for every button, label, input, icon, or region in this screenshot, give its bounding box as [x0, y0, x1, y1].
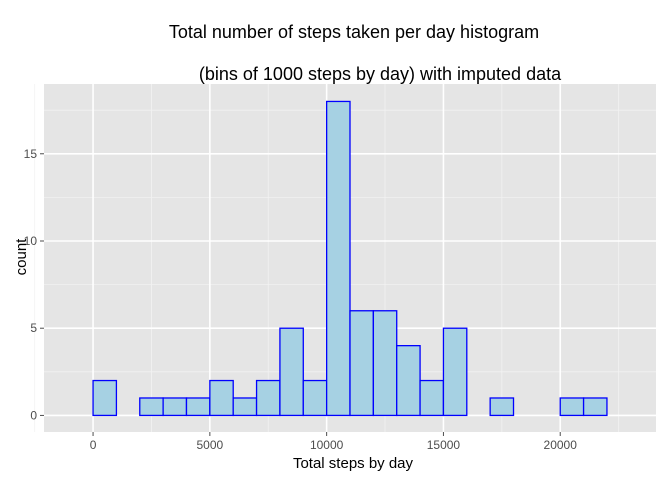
y-axis-ticks: 0 5 10 15 — [24, 147, 44, 422]
y-tick-label: 15 — [24, 147, 38, 161]
histogram-bar — [442, 327, 468, 417]
histogram-bar — [349, 310, 375, 417]
histogram-bar — [302, 379, 328, 417]
histogram-bar — [372, 310, 398, 417]
x-axis-ticks: 0 5000 10000 15000 20000 — [90, 432, 578, 452]
histogram-bar — [325, 100, 351, 417]
x-axis-title: Total steps by day — [293, 455, 414, 472]
x-tick-label: 5000 — [196, 438, 223, 452]
x-tick-label: 15000 — [427, 438, 461, 452]
y-tick-label: 5 — [30, 321, 37, 335]
chart-title-line-1: Total number of steps taken per day hist… — [169, 22, 539, 42]
y-tick-label: 0 — [30, 408, 37, 422]
histogram-bar — [139, 397, 164, 417]
histogram-bar — [419, 379, 445, 417]
chart-title-line-2: (bins of 1000 steps by day) with imputed… — [199, 64, 562, 84]
histogram-bar — [232, 397, 258, 417]
histogram-bar — [255, 379, 281, 417]
y-tick-label: 10 — [24, 234, 38, 248]
histogram-bar — [185, 397, 211, 417]
histogram-bar — [92, 379, 118, 417]
histogram-bar — [162, 397, 188, 417]
x-tick-label: 10000 — [310, 438, 344, 452]
x-tick-label: 0 — [90, 438, 97, 452]
histogram-bar — [209, 379, 234, 417]
histogram-bars — [92, 100, 608, 417]
histogram-bar — [396, 345, 421, 417]
histogram-bar — [559, 397, 585, 417]
y-axis-title: count — [13, 238, 30, 276]
histogram-bar — [582, 397, 608, 417]
histogram-bar — [279, 327, 304, 417]
x-tick-label: 20000 — [544, 438, 578, 452]
histogram-bar — [489, 397, 515, 417]
